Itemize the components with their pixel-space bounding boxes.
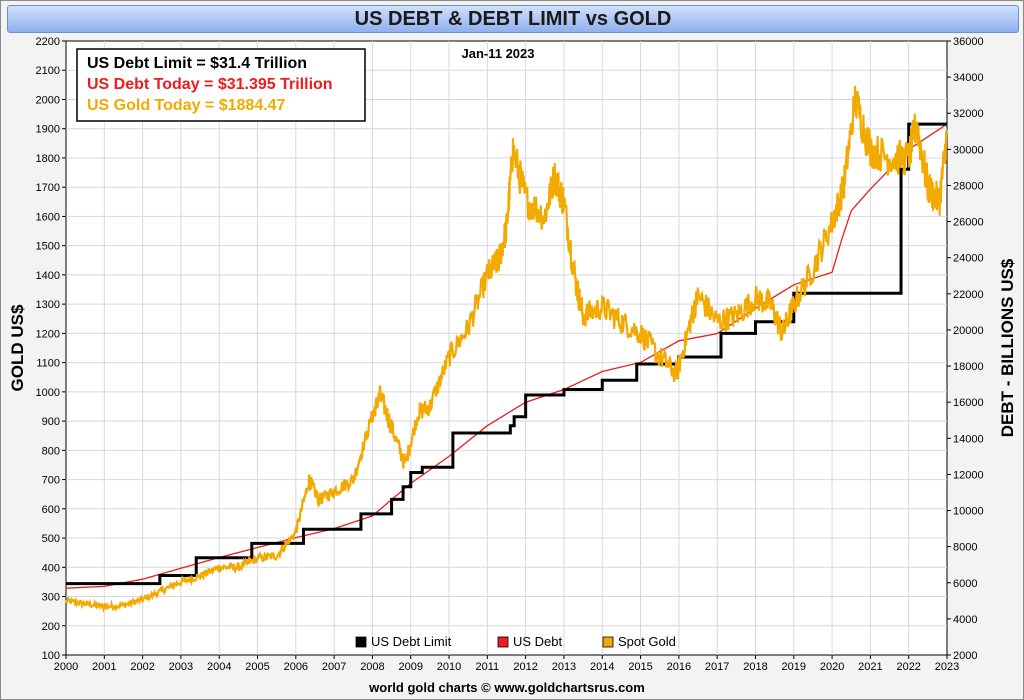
y-tick-label-left: 200	[42, 621, 60, 633]
info-box-line: US Debt Limit = $31.4 Trillion	[87, 55, 307, 72]
y-tick-label-right: 34000	[953, 72, 984, 84]
y-tick-label-right: 22000	[953, 289, 984, 301]
y-tick-label-left: 900	[42, 416, 60, 428]
y-tick-label-right: 32000	[953, 108, 984, 120]
y-tick-label-right: 8000	[953, 542, 977, 554]
x-tick-label: 2018	[743, 661, 767, 673]
y-tick-label-left: 500	[42, 533, 60, 545]
y-tick-label-right: 6000	[953, 578, 977, 590]
legend-label: US Debt	[513, 634, 563, 649]
x-tick-label: 2005	[245, 661, 269, 673]
x-tick-label: 2002	[130, 661, 154, 673]
y-tick-label-left: 700	[42, 475, 60, 487]
y-tick-label-left: 1000	[36, 387, 60, 399]
footer-credit: world gold charts © www.goldchartsrus.co…	[368, 680, 645, 695]
series-line-us-debt-limit	[66, 122, 947, 586]
x-tick-label: 2006	[284, 661, 308, 673]
x-tick-label: 2017	[705, 661, 729, 673]
date-label: Jan-11 2023	[461, 46, 534, 61]
y-tick-label-right: 28000	[953, 180, 984, 192]
x-tick-label: 2020	[820, 661, 844, 673]
y-tick-label-left: 2100	[36, 65, 60, 77]
x-tick-label: 2015	[628, 661, 652, 673]
y-tick-label-right: 2000	[953, 650, 977, 662]
y-axis-title-left: GOLD US$	[8, 304, 27, 391]
y-tick-label-left: 1900	[36, 124, 60, 136]
y-tick-label-right: 12000	[953, 469, 984, 481]
y-tick-label-left: 1300	[36, 299, 60, 311]
x-tick-label: 2004	[207, 661, 231, 673]
y-tick-label-right: 20000	[953, 325, 984, 337]
x-tick-label: 2010	[437, 661, 461, 673]
info-box-line: US Debt Today = $31.395 Trillion	[87, 76, 333, 93]
x-tick-label: 2007	[322, 661, 346, 673]
y-tick-label-left: 100	[42, 650, 60, 662]
y-tick-label-left: 1700	[36, 182, 60, 194]
y-tick-label-left: 600	[42, 504, 60, 516]
x-tick-label: 2023	[935, 661, 959, 673]
x-tick-label: 2008	[360, 661, 384, 673]
y-tick-label-left: 400	[42, 562, 60, 574]
y-tick-label-right: 30000	[953, 144, 984, 156]
x-tick-label: 2021	[858, 661, 882, 673]
y-tick-label-right: 24000	[953, 253, 984, 265]
x-tick-label: 2001	[92, 661, 116, 673]
y-tick-label-right: 14000	[953, 433, 984, 445]
plot-area	[65, 40, 948, 656]
y-tick-label-left: 800	[42, 445, 60, 457]
x-tick-label: 2022	[896, 661, 920, 673]
y-tick-label-left: 2200	[36, 36, 60, 48]
legend-swatch	[355, 636, 367, 648]
legend: US Debt Limit US Debt Spot Gold	[355, 634, 676, 649]
series-layer	[64, 85, 949, 614]
y-tick-label-left: 1800	[36, 153, 60, 165]
legend-label: Spot Gold	[618, 634, 676, 649]
y-tick-label-right: 4000	[953, 614, 977, 626]
x-tick-label: 2011	[476, 661, 500, 673]
info-box-line: US Gold Today = $1884.47	[87, 97, 286, 114]
y-axis-title-right: DEBT - BILLIONS US$	[998, 258, 1017, 437]
x-tick-label: 2014	[590, 661, 614, 673]
y-tick-label-left: 1100	[36, 358, 60, 370]
info-box: US Debt Limit = $31.4 Trillion US Debt To…	[76, 48, 366, 122]
y-tick-label-left: 1600	[36, 211, 60, 223]
y-tick-label-left: 1500	[36, 241, 60, 253]
tick-labels: 2000 2001 2002 2003 2004 2005 2006 2007 2008 2009…	[36, 36, 984, 673]
x-tick-label: 2000	[54, 661, 78, 673]
x-tick-label: 2009	[398, 661, 422, 673]
series-line-spot-gold	[64, 85, 949, 614]
x-tick-label: 2013	[552, 661, 576, 673]
y-tick-label-right: 18000	[953, 361, 984, 373]
y-tick-label-right: 16000	[953, 397, 984, 409]
x-tick-label: 2016	[667, 661, 691, 673]
y-tick-label-right: 26000	[953, 217, 984, 229]
x-tick-label: 2019	[782, 661, 806, 673]
y-tick-label-left: 1400	[36, 270, 60, 282]
y-tick-label-left: 2000	[36, 94, 60, 106]
chart-title: US DEBT & DEBT LIMIT vs GOLD	[7, 5, 1019, 33]
y-tick-label-right: 36000	[953, 36, 984, 48]
y-tick-label-right: 10000	[953, 506, 984, 518]
legend-swatch	[602, 636, 614, 648]
y-tick-label-left: 1200	[36, 328, 60, 340]
legend-swatch	[497, 636, 509, 648]
y-tick-label-left: 300	[42, 592, 60, 604]
legend-label: US Debt Limit	[371, 634, 452, 649]
x-tick-label: 2012	[513, 661, 537, 673]
x-tick-label: 2003	[169, 661, 193, 673]
